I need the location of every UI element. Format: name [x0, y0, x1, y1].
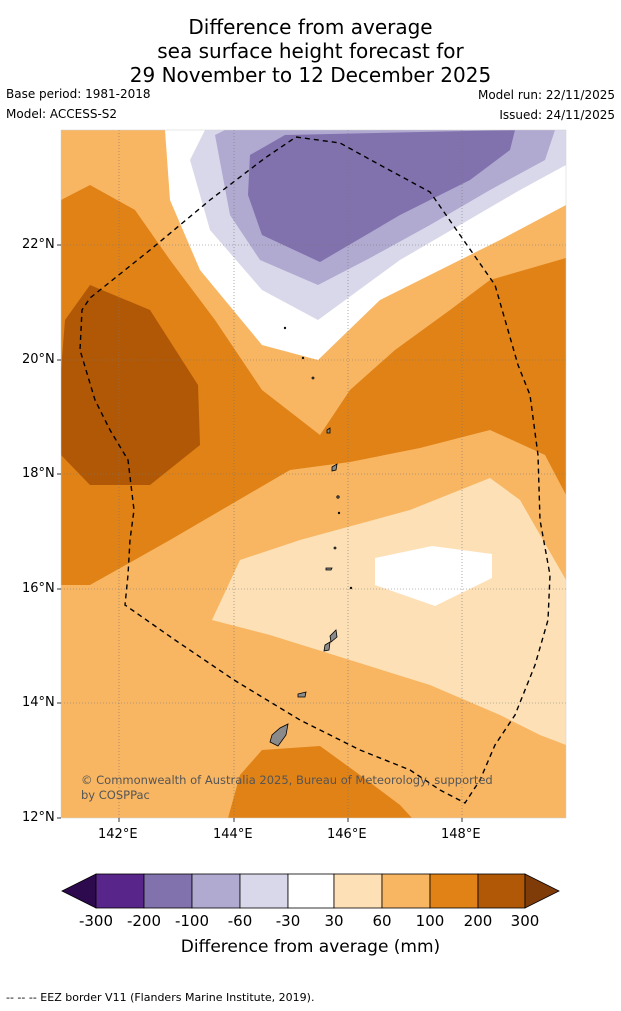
island-small-4 [311, 376, 315, 380]
base-period: Base period: 1981-2018 [6, 87, 151, 101]
island-anatahan [325, 567, 333, 571]
model-run: Model run: 22/11/2025 [477, 88, 615, 102]
eez-border [79, 136, 551, 804]
lat-label-20n: 20°N [22, 352, 55, 367]
island-agrihan [326, 427, 331, 434]
colorbar-label: 30 [324, 912, 344, 930]
title-line-2: sea surface height forecast for [157, 39, 464, 63]
lat-label-14n: 14°N [22, 695, 55, 710]
copyright-line-1: © Commonwealth of Australia 2025, Bureau… [81, 773, 493, 787]
copyright-line-2: by COSPPac [81, 788, 150, 802]
lon-label-142e: 142°E [98, 827, 138, 842]
colorbar-bin-7 [381, 873, 431, 909]
colorbar-extend-low [61, 873, 97, 909]
band-100-200-north [61, 185, 566, 585]
lat-label-12n: 12°N [22, 810, 55, 825]
colorbar-title: Difference from average (mm) [180, 937, 441, 957]
island-tinian [323, 641, 331, 652]
lon-label-148e: 148°E [441, 827, 481, 842]
colorbar-label: -300 [78, 912, 114, 930]
colorbar-bin-6 [333, 873, 383, 909]
eez-legend: -- -- -- EEZ border V11 (Flanders Marine… [6, 991, 315, 1004]
title-line-1: Difference from average [188, 15, 433, 39]
lat-label-16n: 16°N [22, 581, 55, 596]
colorbar-bin-8 [429, 873, 479, 909]
island-guam [269, 723, 289, 747]
axis-ticks [57, 244, 463, 822]
island-pagan [331, 463, 338, 472]
island-small-5 [301, 356, 305, 360]
islands [269, 326, 353, 747]
band-200-300 [61, 285, 200, 485]
colorbar-label: -60 [227, 912, 253, 930]
colorbar-bin-5 [287, 873, 335, 909]
island-small-3 [349, 586, 353, 590]
colorbar-label: -100 [174, 912, 210, 930]
lat-label-18n: 18°N [22, 466, 55, 481]
colorbar-label: 200 [463, 912, 493, 930]
issued-date: Issued: 24/11/2025 [499, 108, 615, 122]
sea-level-map: © Commonwealth of Australia 2025, Bureau… [57, 129, 567, 822]
colorbar-bin-4 [239, 873, 289, 909]
colorbar-bin-3 [191, 873, 241, 909]
map-gridlines [61, 130, 566, 818]
colorbar-bin-2 [143, 873, 193, 909]
island-saipan [329, 629, 338, 643]
island-small-6 [283, 326, 287, 330]
island-small-7 [337, 511, 341, 515]
lat-label-22n: 22°N [22, 237, 55, 252]
band-minus200-minus100 [248, 130, 515, 262]
band-minus30-30-east [375, 546, 492, 606]
colorbar-label: 60 [372, 912, 392, 930]
colorbar [61, 873, 560, 909]
lon-label-146e: 146°E [327, 827, 367, 842]
colorbar-label: -30 [275, 912, 301, 930]
colorbar-label: 300 [510, 912, 540, 930]
island-small-1 [336, 495, 340, 499]
model-name: Model: ACCESS-S2 [6, 107, 118, 121]
colorbar-bin-9 [477, 873, 526, 909]
colorbar-extend-high [524, 873, 560, 909]
title-line-3: 29 November to 12 December 2025 [129, 63, 492, 87]
island-rota [297, 691, 307, 698]
colorbar-label: -200 [126, 912, 162, 930]
band-100-200-south [228, 746, 412, 818]
island-small-2 [333, 546, 337, 550]
lon-label-144e: 144°E [213, 827, 253, 842]
colorbar-label: 100 [415, 912, 445, 930]
colorbar-bin-1 [95, 873, 145, 909]
